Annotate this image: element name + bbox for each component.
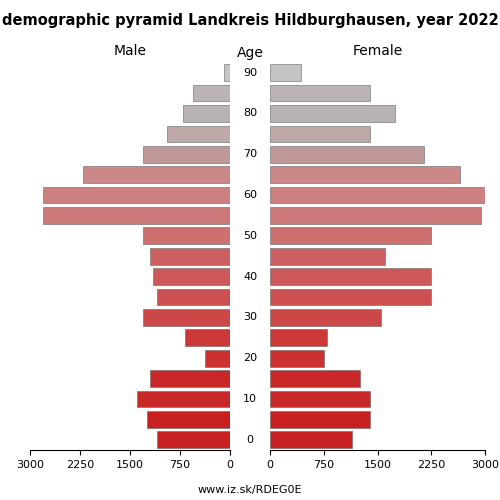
Bar bbox=[156, 432, 230, 448]
Bar bbox=[270, 330, 328, 346]
Bar bbox=[270, 390, 370, 407]
Bar bbox=[270, 64, 301, 81]
Bar bbox=[270, 248, 384, 264]
Bar bbox=[156, 288, 230, 306]
Bar bbox=[84, 166, 230, 183]
Bar bbox=[154, 268, 230, 285]
Bar bbox=[270, 84, 370, 102]
Bar bbox=[184, 330, 230, 346]
Bar bbox=[150, 370, 230, 387]
Bar bbox=[270, 370, 360, 387]
Bar bbox=[270, 166, 460, 183]
Bar bbox=[144, 146, 230, 162]
Bar bbox=[144, 228, 230, 244]
Bar bbox=[270, 126, 370, 142]
Bar bbox=[270, 432, 352, 448]
Text: 90: 90 bbox=[243, 68, 257, 78]
Bar bbox=[270, 228, 431, 244]
Bar bbox=[270, 186, 485, 204]
Text: 50: 50 bbox=[243, 231, 257, 241]
Text: 80: 80 bbox=[243, 108, 257, 118]
Bar bbox=[166, 126, 230, 142]
Text: 20: 20 bbox=[243, 353, 257, 363]
Bar bbox=[224, 64, 230, 81]
Bar bbox=[144, 309, 230, 326]
Bar bbox=[270, 146, 424, 162]
Text: 40: 40 bbox=[243, 272, 257, 281]
Text: 0: 0 bbox=[246, 435, 254, 445]
Bar bbox=[270, 288, 431, 306]
Bar bbox=[44, 207, 230, 224]
Text: www.iz.sk/RDEG0E: www.iz.sk/RDEG0E bbox=[198, 485, 302, 495]
Bar bbox=[150, 248, 230, 264]
Bar bbox=[146, 411, 230, 428]
Bar bbox=[194, 84, 230, 102]
Bar bbox=[204, 350, 230, 366]
Text: 10: 10 bbox=[243, 394, 257, 404]
Bar bbox=[270, 309, 381, 326]
Text: demographic pyramid Landkreis Hildburghausen, year 2022: demographic pyramid Landkreis Hildburgha… bbox=[2, 12, 498, 28]
Text: Age: Age bbox=[236, 46, 264, 60]
Text: 70: 70 bbox=[243, 150, 257, 160]
Bar bbox=[270, 207, 482, 224]
Bar bbox=[270, 268, 431, 285]
Text: Female: Female bbox=[352, 44, 403, 59]
Bar bbox=[270, 105, 396, 122]
Text: 60: 60 bbox=[243, 190, 257, 200]
Bar bbox=[270, 411, 370, 428]
Bar bbox=[136, 390, 230, 407]
Text: Male: Male bbox=[114, 44, 146, 59]
Bar bbox=[44, 186, 230, 204]
Bar bbox=[270, 350, 324, 366]
Bar bbox=[184, 105, 230, 122]
Text: 30: 30 bbox=[243, 312, 257, 322]
